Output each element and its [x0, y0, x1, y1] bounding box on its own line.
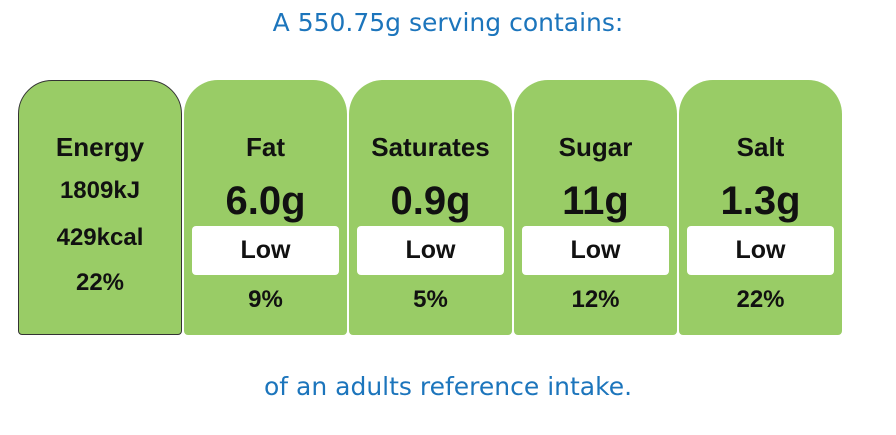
energy-label: Energy — [55, 132, 145, 162]
energy-kj: 1809kJ — [59, 177, 141, 204]
nutrient-amount: 11g — [562, 179, 629, 223]
nutrient-level: Low — [192, 226, 339, 275]
nutrient-amount: 0.9g — [390, 179, 471, 223]
energy-box: Energy 1809kJ 429kcal 22% — [18, 80, 182, 335]
nutrient-box: Saturates 0.9g Low 5% — [349, 80, 512, 335]
nutrient-amount: 6.0g — [225, 179, 306, 223]
nutrient-level: Low — [522, 226, 669, 275]
nutrient-percent: 5% — [413, 286, 448, 313]
nutrient-amount: 1.3g — [720, 179, 801, 223]
nutrient-name: Salt — [736, 132, 785, 162]
nutrient-name: Saturates — [371, 132, 490, 162]
nutrient-percent: 22% — [736, 286, 785, 313]
nutrient-box: Sugar 11g Low 12% — [514, 80, 677, 335]
nutrient-name: Sugar — [558, 132, 633, 162]
nutrient-box: Fat 6.0g Low 9% — [184, 80, 347, 335]
footer: of an adults reference intake. — [263, 372, 633, 401]
energy-kcal: 429kcal — [56, 224, 144, 251]
nutrient-box: Salt 1.3g Low 22% — [679, 80, 842, 335]
title: A 550.75g serving contains: — [272, 8, 624, 37]
nutrient-level: Low — [357, 226, 504, 275]
nutrient-level: Low — [687, 226, 834, 275]
nutrient-name: Fat — [246, 132, 285, 162]
nutrient-percent: 9% — [248, 286, 283, 313]
energy-percent: 22% — [75, 269, 125, 296]
nutrient-percent: 12% — [571, 286, 620, 313]
